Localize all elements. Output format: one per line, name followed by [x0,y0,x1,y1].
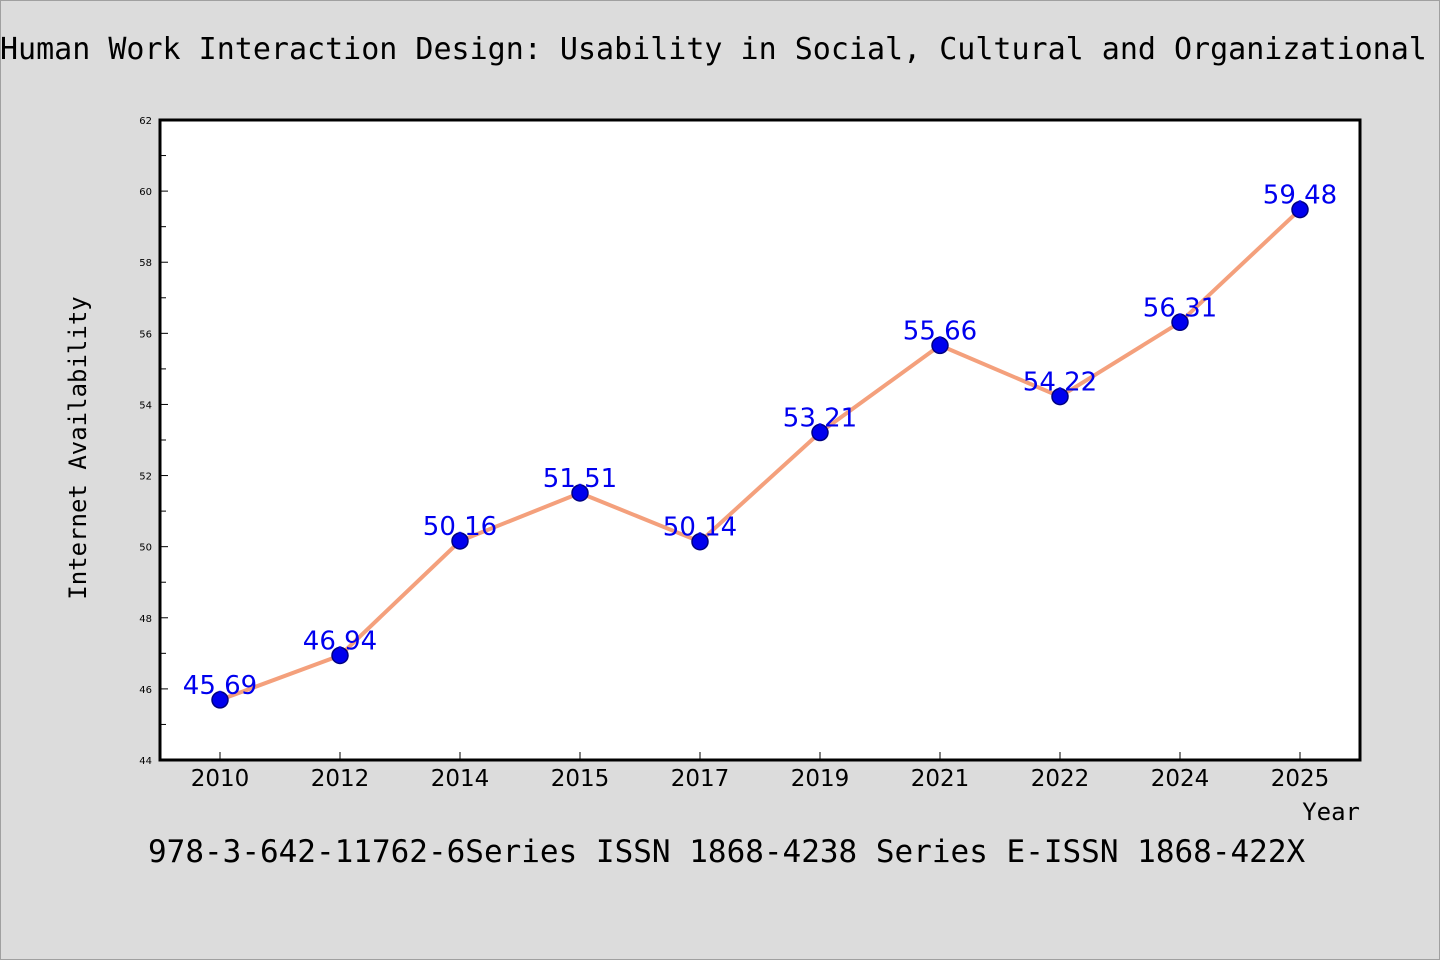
x-tick-label: 2021 [911,766,970,792]
x-tick-label: 2024 [1151,766,1210,792]
x-axis: 2010 2012 2014 2015 2017 2019 2021 2022 2024 2025 [191,752,1330,792]
data-label: 56.31 [1143,293,1217,323]
data-point [331,646,349,665]
data-label: 59.48 [1263,181,1337,211]
plot-frame [158,118,1362,762]
data-point [691,532,709,551]
y-axis-label: Internet Availability [64,296,92,599]
y-tick-label: 50 [139,543,152,554]
data-label: 55.66 [903,316,977,346]
data-label: 50.16 [423,512,497,542]
y-tick-label: 56 [139,329,152,340]
data-label: 50.14 [663,513,737,543]
data-point [211,691,229,709]
y-tick-label: 44 [139,756,152,767]
data-label: 54.22 [1023,368,1097,398]
x-tick-label: 2012 [311,766,370,792]
data-point [931,336,949,355]
y-tick-label: 60 [139,187,152,198]
data-label: 46.94 [303,626,377,656]
x-tick-label: 2010 [191,766,250,792]
plot-area [160,120,1360,760]
data-point [811,423,829,442]
data-point [451,532,469,550]
y-tick-label: 58 [139,258,152,269]
x-tick-label: 2019 [791,766,850,792]
y-tick-label: 46 [139,685,152,696]
x-tick-label: 2015 [551,766,610,792]
y-tick-label: 48 [139,614,152,625]
data-point [571,484,589,502]
series-markers [211,200,1309,709]
data-point [1171,313,1189,332]
data-label: 45.69 [183,671,257,701]
x-tick-label: 2017 [671,766,730,792]
data-point [1291,200,1309,219]
data-point [1051,387,1069,406]
y-tick-label: 54 [139,400,152,411]
chart-title: Human Work Interaction Design: Usability… [0,32,1427,67]
data-labels: 45.69 46.94 50.16 51.51 50.14 53.21 55.66 54.22… [183,181,1337,701]
y-tick-label: 52 [139,472,152,483]
x-tick-label: 2014 [431,766,490,792]
data-label: 51.51 [543,464,617,494]
x-tick-label: 2025 [1271,766,1330,792]
data-label: 53.21 [783,404,857,434]
series-line [218,207,1302,702]
x-tick-label: 2022 [1031,766,1090,792]
x-axis-label: Year [1302,798,1360,826]
y-tick-label: 62 [139,116,152,127]
footer-text: 978-3-642-11762-6Series ISSN 1868-4238 S… [148,834,1306,870]
